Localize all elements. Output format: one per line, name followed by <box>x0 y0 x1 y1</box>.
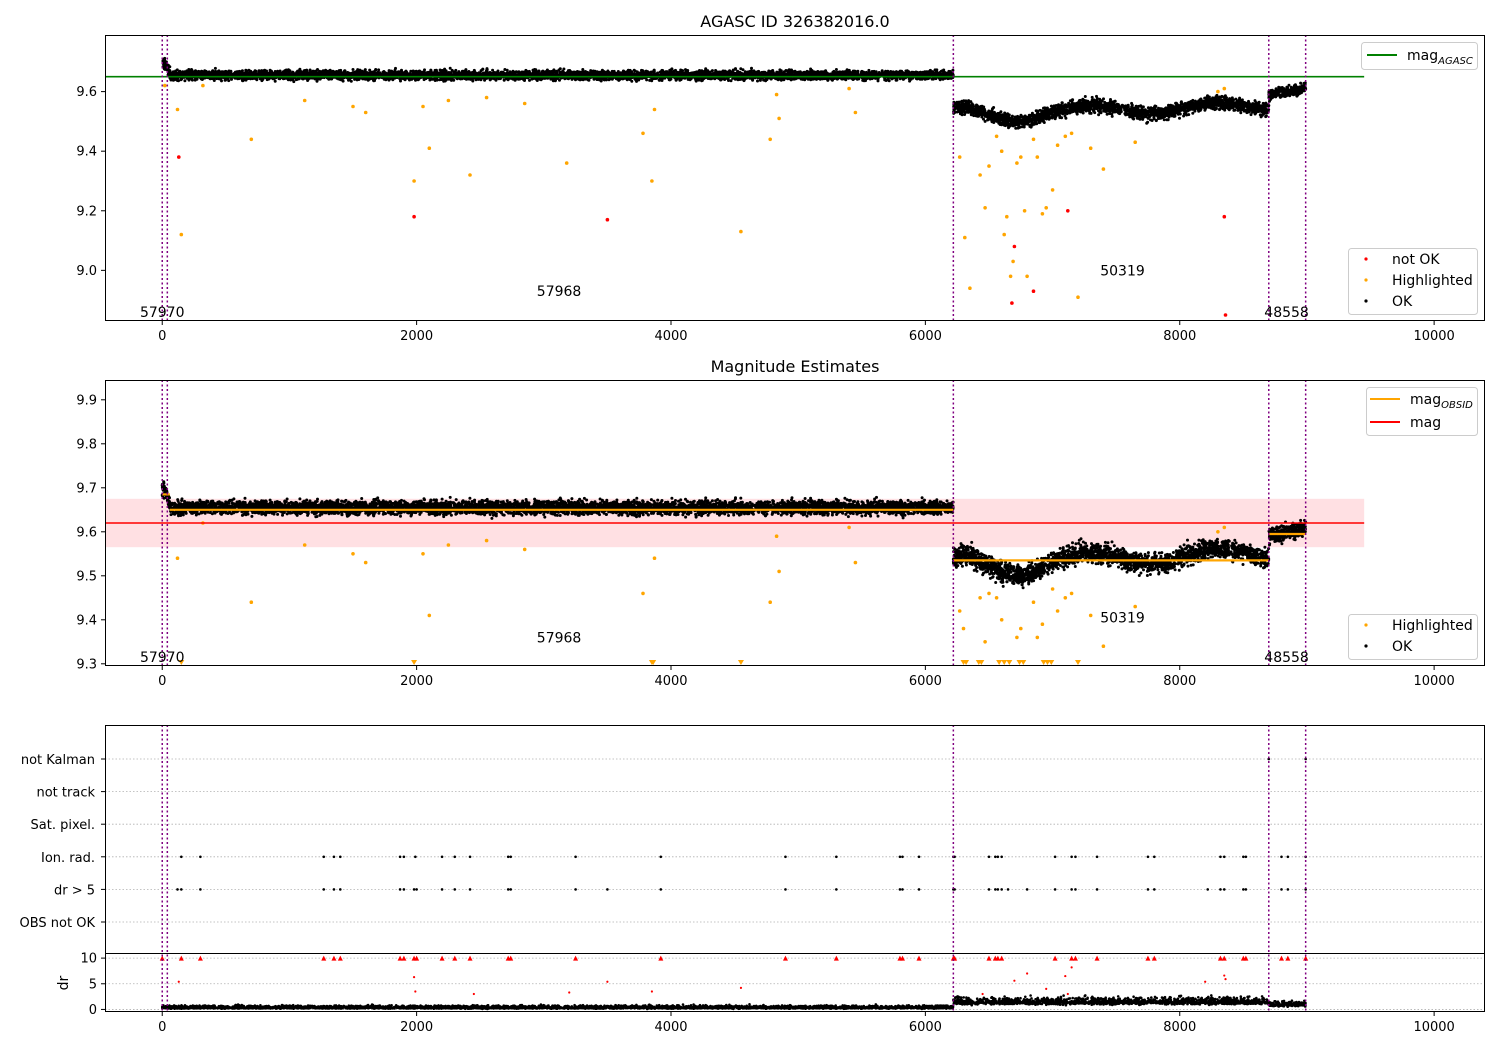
ok-point <box>616 71 620 75</box>
ok-point <box>711 72 715 75</box>
ok-point <box>801 77 805 81</box>
ok-point <box>552 68 556 72</box>
ok-point <box>455 77 459 81</box>
ok-point <box>359 71 363 75</box>
ok-point <box>171 70 175 74</box>
ok-point <box>537 69 541 73</box>
ok-point <box>163 66 167 70</box>
ok-point <box>368 68 372 72</box>
agasc-magnitude-panel: AGASC ID 326382016.0 5797057968503194855… <box>76 12 1485 344</box>
ok-point <box>473 73 477 77</box>
ok-point <box>423 68 426 72</box>
ok-point <box>650 70 654 74</box>
ok-point <box>786 77 790 81</box>
ok-point <box>750 66 753 70</box>
ok-point <box>751 78 755 82</box>
ok-point <box>363 69 367 73</box>
ok-point <box>213 66 217 70</box>
ok-point <box>491 68 495 72</box>
ok-point <box>571 71 575 75</box>
ok-point <box>786 70 790 74</box>
ok-point <box>890 70 894 74</box>
ok-point <box>767 69 771 73</box>
ok-point <box>220 79 223 83</box>
ok-point <box>315 70 318 74</box>
ok-point <box>743 70 747 74</box>
ok-point <box>166 63 170 67</box>
ok-point <box>562 67 566 71</box>
ok-point <box>341 79 345 83</box>
ok-point <box>568 69 572 72</box>
ok-point <box>947 70 951 74</box>
ok-point <box>729 79 733 83</box>
ok-point <box>485 67 489 71</box>
ok-point <box>212 79 216 82</box>
ok-point <box>581 68 585 71</box>
ok-point <box>454 68 458 72</box>
ok-point <box>867 68 871 72</box>
ok-point <box>162 58 166 61</box>
ok-point <box>479 69 483 73</box>
ok-point <box>771 69 775 72</box>
ok-point <box>298 68 302 72</box>
ok-point <box>351 68 355 71</box>
ok-point <box>820 70 824 74</box>
ok-point <box>734 71 738 75</box>
ok-point <box>443 79 447 83</box>
ok-point <box>856 69 860 73</box>
ok-point <box>633 69 637 73</box>
ok-point <box>460 69 464 73</box>
ok-point <box>778 68 782 72</box>
ok-point <box>523 79 526 82</box>
ok-point <box>211 69 215 73</box>
ok-point <box>168 69 172 73</box>
ok-point <box>382 72 385 75</box>
ok-point <box>346 71 350 75</box>
ok-point <box>645 78 649 82</box>
ok-point <box>273 79 277 83</box>
ok-point <box>679 78 683 82</box>
ok-point <box>834 68 838 71</box>
ok-point <box>831 70 835 74</box>
ok-point <box>524 70 528 73</box>
ok-point <box>545 68 549 72</box>
ok-point <box>890 77 894 81</box>
ok-point <box>175 68 179 72</box>
panel1-title: AGASC ID 326382016.0 <box>700 12 889 31</box>
ok-point <box>533 68 537 71</box>
ok-point <box>252 71 256 75</box>
ok-point <box>281 77 285 81</box>
ok-point <box>942 70 946 74</box>
ok-point <box>652 73 656 77</box>
ok-point <box>587 78 591 82</box>
ok-point <box>503 68 507 71</box>
ok-point <box>374 68 378 71</box>
ok-point <box>634 78 638 82</box>
ok-point <box>756 79 759 83</box>
ok-point <box>793 70 797 74</box>
ok-point <box>288 69 292 73</box>
ok-point <box>700 78 704 82</box>
ok-point <box>505 68 509 72</box>
ok-point <box>378 71 382 75</box>
ok-point <box>394 66 397 70</box>
